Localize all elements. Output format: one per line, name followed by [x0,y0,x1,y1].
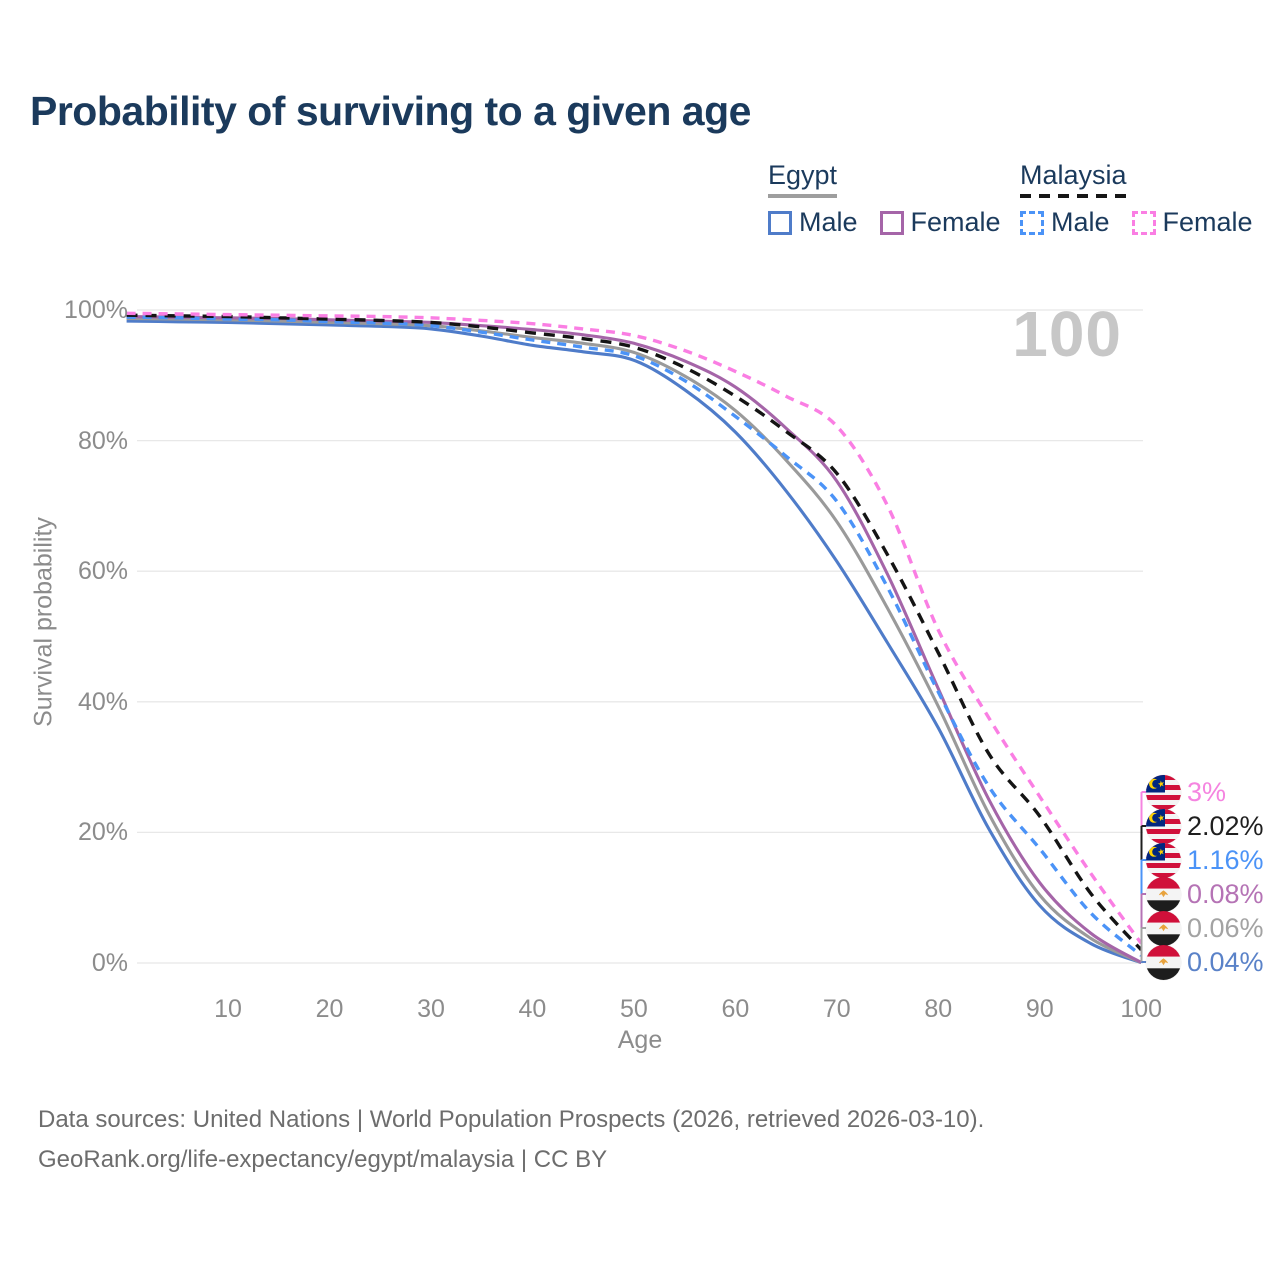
end-label-row[interactable]: 3% [1146,774,1226,810]
footer: Data sources: United Nations | World Pop… [38,1100,984,1180]
y-tick-label: 80% [77,426,128,455]
x-tick-label: 10 [214,995,242,1023]
egypt-female-swatch-icon [879,210,904,235]
legend-label-egypt-female: Female [910,207,1001,237]
legend-title-egypt[interactable]: Egypt [768,160,838,198]
age-watermark: 100 [1012,298,1122,370]
y-tick-label: 20% [77,818,128,847]
legend-title-egypt-label: Egypt [768,160,838,190]
page-title: Probability of surviving to a given age [30,88,751,134]
egypt-flag-icon [1146,944,1181,980]
legend-group-egypt: Egypt Male Female [768,160,1023,238]
end-value-label: 2.02% [1187,810,1264,841]
legend-items-malaysia: Male Female [1020,207,1275,238]
legend-items-egypt: Male Female [768,207,1023,238]
egypt-solid-line-swatch [768,194,838,198]
malaysia-flag-icon [1146,842,1181,878]
y-tick-label: 40% [77,687,128,716]
x-tick-label: 100 [1120,995,1163,1023]
legend-group-malaysia: Malaysia Male Female [1020,160,1275,238]
footer-link[interactable]: GeoRank.org/life-expectancy/egypt/malays… [38,1146,608,1173]
end-label-row[interactable]: 0.04% [1146,944,1264,980]
series-line-egypt-female[interactable] [126,314,1142,964]
legend-item-malaysia-female[interactable]: Female [1131,207,1253,238]
end-value-label: 0.08% [1187,878,1264,909]
series-line-malaysia-male[interactable] [126,315,1143,957]
malaysia-flag-icon [1146,774,1181,810]
series-line-egypt-both[interactable] [126,316,1142,965]
footer-data-sources: Data sources: United Nations | World Pop… [38,1106,985,1133]
malaysia-dashed-line-swatch [1020,194,1127,198]
end-value-label: 0.06% [1187,912,1264,943]
x-tick-label: 40 [518,995,547,1023]
malaysia-female-swatch-icon [1131,210,1156,235]
end-value-label: 0.04% [1187,946,1264,977]
x-tick-label: 60 [721,995,750,1023]
end-value-label: 3% [1187,776,1227,807]
legend-label-malaysia-male: Male [1051,207,1110,237]
legend-item-egypt-male[interactable]: Male [768,207,858,238]
legend-label-egypt-male: Male [799,207,858,237]
end-label-row[interactable]: 2.02% [1146,808,1264,844]
series-line-malaysia-both[interactable] [126,313,1143,951]
egypt-flag-icon [1146,876,1181,912]
end-label-row[interactable]: 1.16% [1146,842,1264,878]
x-tick-label: 70 [822,995,851,1023]
x-tick-label: 30 [417,995,445,1023]
end-label-row[interactable]: 0.06% [1146,910,1264,946]
y-tick-label: 0% [91,949,128,977]
egypt-flag-icon [1146,910,1181,946]
x-tick-label: 80 [924,995,953,1023]
egypt-male-swatch-icon [768,210,792,235]
x-axis-title: Age [617,1026,663,1054]
series-line-malaysia-female[interactable] [126,311,1143,945]
legend-item-egypt-female[interactable]: Female [879,207,1001,238]
x-tick-label: 20 [315,995,344,1023]
malaysia-male-swatch-icon [1020,210,1044,235]
end-label-row[interactable]: 0.08% [1146,876,1264,912]
legend-label-malaysia-female: Female [1162,207,1253,237]
y-tick-label: 60% [77,557,128,586]
legend-title-malaysia[interactable]: Malaysia [1020,160,1127,198]
series-line-egypt-male[interactable] [126,319,1142,965]
x-tick-label: 90 [1025,995,1054,1023]
legend-title-malaysia-label: Malaysia [1020,160,1127,190]
end-value-label: 1.16% [1187,844,1264,875]
y-tick-label: 100% [64,296,128,324]
legend-item-malaysia-male[interactable]: Male [1020,207,1110,238]
x-tick-label: 50 [619,995,648,1023]
malaysia-flag-icon [1146,808,1181,844]
